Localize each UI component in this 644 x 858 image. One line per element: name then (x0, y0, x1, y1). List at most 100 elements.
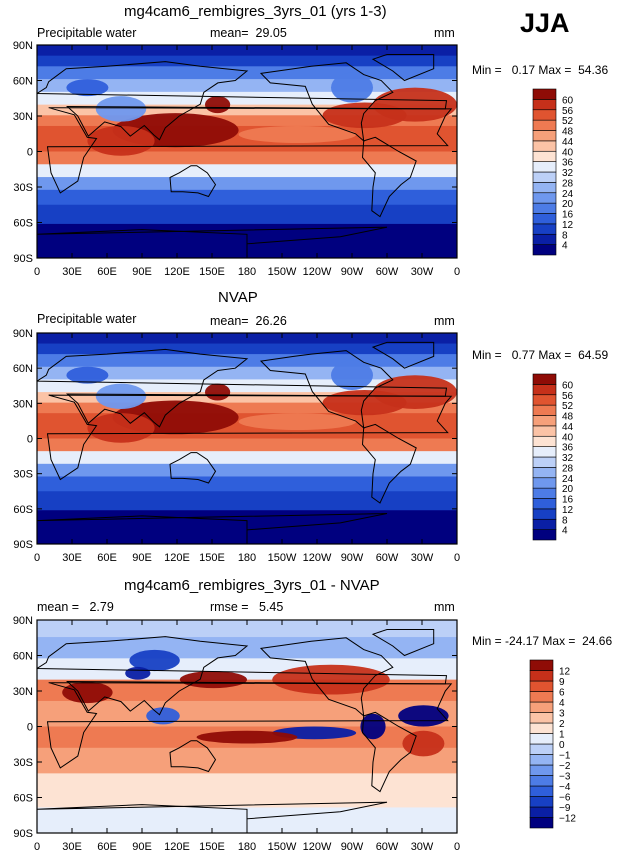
colorbar-label: 16 (562, 210, 574, 221)
colorbar-cell (529, 733, 554, 745)
max-text: Max = (542, 634, 576, 648)
x-tick-label: 150E (199, 266, 225, 278)
y-tick-label: 60N (13, 76, 33, 88)
colorbar-label: 2 (559, 719, 565, 730)
x-tick-label: 0 (454, 841, 460, 853)
colorbar-label: 4 (559, 698, 565, 709)
x-tick-label: 120E (164, 552, 190, 564)
coastline (37, 513, 388, 544)
colorbar-label: −9 (559, 803, 571, 814)
field-feature (238, 413, 357, 431)
x-tick-label: 120W (303, 841, 332, 853)
colorbar-label: 36 (562, 158, 574, 169)
field-band (37, 333, 457, 345)
rmse-text: rmse = (210, 600, 249, 614)
field-feature (95, 383, 147, 409)
x-tick-label: 120W (303, 552, 332, 564)
field-feature (402, 730, 445, 757)
y-tick-label: 30N (13, 111, 33, 123)
x-tick-label: 0 (454, 552, 460, 564)
field-feature (205, 383, 231, 401)
field-feature (95, 96, 147, 122)
coastline (169, 452, 217, 484)
units-label: mm (434, 600, 455, 614)
y-tick-label: 90N (13, 615, 33, 627)
colorbar-label: 4 (562, 241, 568, 252)
min-text: Min = (472, 63, 502, 77)
y-tick-label: 30S (13, 469, 33, 481)
colorbar-label: 52 (562, 116, 574, 127)
x-tick-label: 30E (62, 266, 82, 278)
x-tick-label: 30W (411, 266, 434, 278)
coastline (169, 165, 217, 198)
field-layer (37, 333, 457, 544)
y-tick-label: 90S (13, 828, 33, 840)
y-tick-label: 0 (27, 722, 33, 734)
min-value: 0.77 (511, 348, 536, 362)
x-tick-label: 180 (238, 266, 256, 278)
field-feature (179, 671, 247, 689)
field-band (37, 45, 457, 57)
coastline (37, 348, 448, 428)
colorbar-label: 28 (562, 463, 574, 474)
colorbar-label: 52 (562, 401, 574, 412)
field-feature (87, 125, 155, 156)
field-band (37, 164, 457, 178)
field-band (37, 463, 457, 478)
field-feature (66, 79, 109, 97)
x-tick-label: 90W (341, 841, 364, 853)
colorbar-label: 24 (562, 474, 574, 485)
colorbar-label: 44 (562, 137, 574, 148)
field-band (37, 115, 457, 127)
x-tick-label: 90W (341, 552, 364, 564)
field-feature (331, 360, 373, 390)
mean-label: mean= 26.26 (210, 314, 287, 328)
field-feature (272, 664, 390, 695)
field-feature (62, 681, 113, 704)
coastline (37, 636, 448, 716)
colorbar-label: 0 (559, 740, 565, 751)
field-feature (87, 413, 155, 443)
x-tick-label: 180 (238, 552, 256, 564)
y-tick-label: 30S (13, 182, 33, 194)
colorbar-label: 40 (562, 147, 574, 158)
x-tick-label: 90E (132, 841, 152, 853)
field-band (37, 491, 457, 511)
coastline (259, 350, 394, 430)
max-value: 54.36 (578, 63, 609, 77)
field-feature (331, 72, 373, 103)
field-feature (146, 707, 180, 725)
min-max-label: Min = 0.17 Max = 54.36 (472, 63, 608, 77)
colorbar-label: 48 (562, 127, 574, 138)
colorbar-label: 56 (562, 391, 574, 402)
units-label: mm (434, 26, 455, 40)
colorbar-cell (529, 680, 554, 692)
rmse-label: rmse = 5.45 (210, 600, 283, 614)
colorbar-label: 60 (562, 95, 574, 106)
field-band (37, 343, 457, 355)
field-feature (360, 713, 386, 740)
x-tick-label: 60W (376, 266, 399, 278)
colorbar-cell (529, 785, 554, 797)
field-band (37, 55, 457, 67)
colorbar-label: 4 (562, 526, 568, 537)
x-tick-label: 150E (199, 552, 225, 564)
field-band (37, 438, 457, 452)
colorbar-label: −6 (559, 793, 571, 804)
colorbar-label: 3 (559, 709, 565, 720)
variable-label: Precipitable water (37, 312, 137, 326)
colorbar-label: 28 (562, 178, 574, 189)
colorbar-label: 12 (562, 220, 574, 231)
colorbar-label: 12 (562, 505, 574, 516)
colorbar-label: 48 (562, 412, 574, 423)
x-tick-label: 150W (268, 552, 297, 564)
field-band (37, 189, 457, 206)
colorbar-cell (529, 743, 554, 755)
y-tick-label: 30N (13, 398, 33, 410)
field-band (37, 747, 457, 774)
y-tick-label: 60N (13, 363, 33, 375)
colorbar-label: 32 (562, 453, 574, 464)
min-max-label: Min = 0.77 Max = 64.59 (472, 348, 608, 362)
